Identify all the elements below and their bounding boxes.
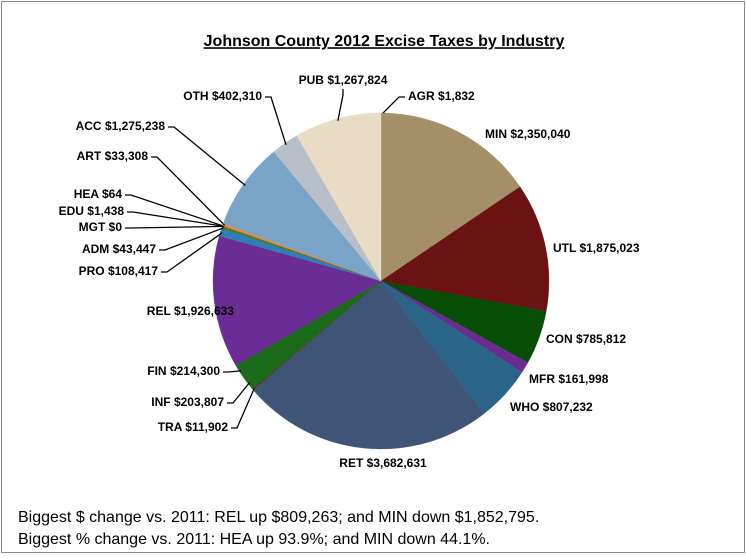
data-label: HEA $64: [74, 187, 123, 201]
value-label: $0: [109, 220, 123, 234]
data-label: ADM $43,447: [82, 242, 156, 256]
category-label: WHO: [510, 400, 539, 414]
data-label: MGT $0: [79, 220, 123, 234]
category-label: MGT: [79, 220, 106, 234]
category-label: OTH: [183, 89, 208, 103]
chart-title: Johnson County 2012 Excise Taxes by Indu…: [204, 33, 565, 50]
data-label: PUB $1,267,824: [299, 73, 388, 87]
category-label: ADM: [82, 242, 109, 256]
data-label: WHO $807,232: [510, 400, 593, 414]
value-label: $3,682,631: [367, 456, 427, 470]
value-label: $11,902: [185, 420, 228, 434]
data-label: RET $3,682,631: [339, 456, 427, 470]
category-label: PUB: [299, 73, 325, 87]
data-label: AGR $1,832: [408, 89, 475, 103]
value-label: $2,350,040: [510, 127, 570, 141]
category-label: UTL: [553, 241, 576, 255]
category-label: INF: [151, 395, 170, 409]
category-label: TRA: [158, 420, 183, 434]
data-label: FIN $214,300: [147, 364, 220, 378]
value-label: $203,807: [174, 395, 224, 409]
category-label: PRO: [79, 264, 105, 278]
value-label: $402,310: [212, 89, 262, 103]
value-label: $1,267,824: [327, 73, 387, 87]
value-label: $1,832: [438, 89, 475, 103]
data-label: MFR $161,998: [529, 372, 609, 386]
value-label: $1,926,633: [174, 304, 234, 318]
category-label: FIN: [147, 364, 166, 378]
data-label: ART $33,308: [77, 149, 149, 163]
category-label: MFR: [529, 372, 555, 386]
data-label: ACC $1,275,238: [76, 119, 166, 133]
category-label: MIN: [485, 127, 507, 141]
value-label: $785,812: [576, 332, 626, 346]
value-label: $43,447: [113, 242, 157, 256]
value-label: $108,417: [108, 264, 158, 278]
category-label: AGR: [408, 89, 435, 103]
value-label: $64: [102, 187, 122, 201]
data-label: INF $203,807: [151, 395, 224, 409]
data-label: MIN $2,350,040: [485, 127, 571, 141]
category-label: REL: [147, 304, 171, 318]
data-label: UTL $1,875,023: [553, 241, 640, 255]
category-label: EDU: [59, 204, 84, 218]
category-label: RET: [339, 456, 364, 470]
value-label: $1,438: [87, 204, 124, 218]
value-label: $161,998: [558, 372, 608, 386]
data-label: EDU $1,438: [59, 204, 125, 218]
data-label: REL $1,926,633: [147, 304, 235, 318]
category-label: ART: [77, 149, 102, 163]
value-label: $807,232: [543, 400, 593, 414]
category-label: HEA: [74, 187, 100, 201]
note: Biggest % change vs. 2011: HEA up 93.9%;…: [18, 531, 490, 548]
note: Biggest $ change vs. 2011: REL up $809,2…: [18, 509, 539, 526]
value-label: $1,275,238: [105, 119, 165, 133]
value-label: $33,308: [105, 149, 149, 163]
data-label: PRO $108,417: [79, 264, 159, 278]
category-label: ACC: [76, 119, 102, 133]
data-label: TRA $11,902: [158, 420, 229, 434]
data-label: OTH $402,310: [183, 89, 262, 103]
data-label: CON $785,812: [546, 332, 626, 346]
category-label: CON: [546, 332, 573, 346]
value-label: $214,300: [170, 364, 220, 378]
value-label: $1,875,023: [579, 241, 639, 255]
